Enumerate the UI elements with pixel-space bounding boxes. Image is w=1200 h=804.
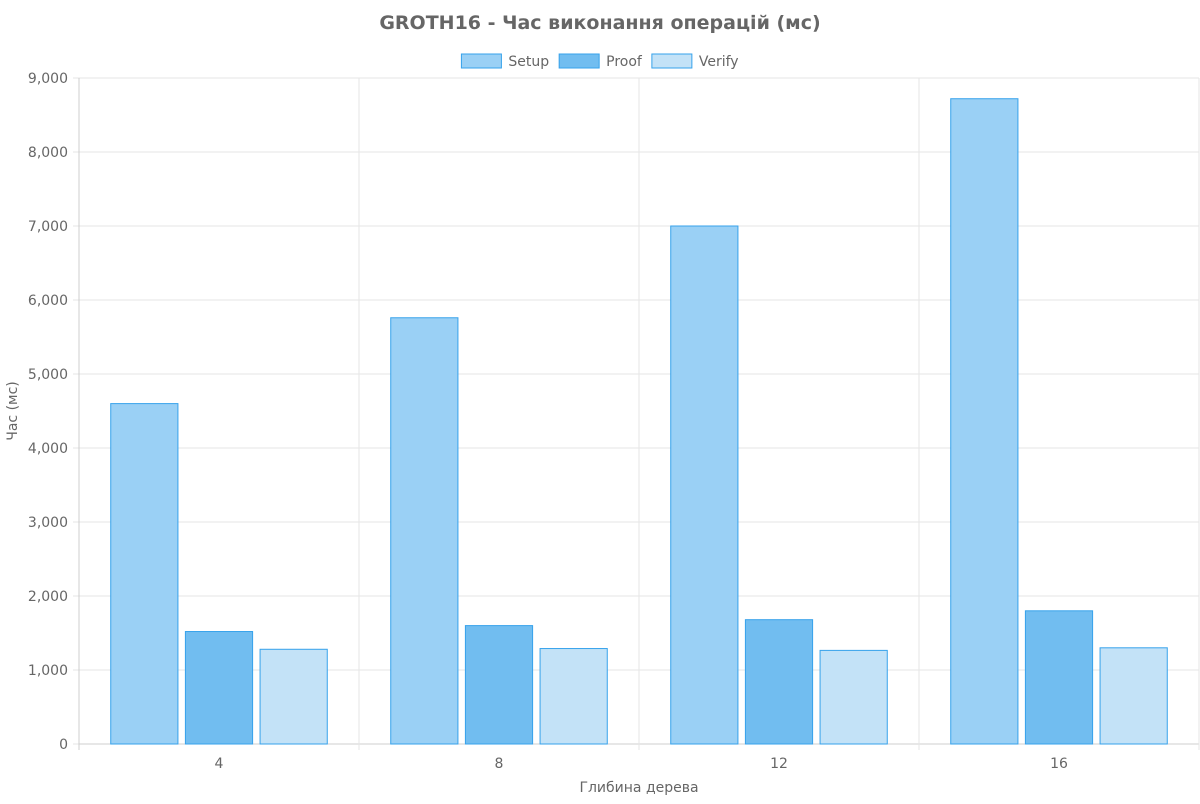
legend-item-verify[interactable]: Verify [651, 53, 739, 70]
chart-title: GROTH16 - Час виконання операцій (мс) [379, 12, 820, 34]
legend-swatch [558, 53, 600, 69]
legend-label: Verify [699, 54, 739, 70]
bar-setup-16[interactable] [950, 98, 1019, 745]
y-axis-ticks: 0 1,000 2,000 3,000 4,000 5,000 6,000 7,000 8,00… [28, 71, 68, 753]
x-axis-ticks: 4 8 12 16 [215, 756, 1068, 772]
y-tick-label: 7,000 [28, 219, 68, 235]
x-tick-label: 12 [770, 756, 788, 772]
y-tick-label: 2,000 [28, 589, 68, 605]
bar-verify-16[interactable] [1099, 647, 1168, 745]
y-tick-label: 1,000 [28, 663, 68, 679]
x-tick-label: 8 [495, 756, 504, 772]
legend-item-setup[interactable]: Setup [460, 53, 549, 70]
bar-proof-16[interactable] [1024, 610, 1094, 745]
legend-item-proof[interactable]: Proof [558, 53, 643, 70]
bar-proof-12[interactable] [744, 619, 814, 745]
legend-swatch [651, 53, 693, 69]
bar-setup-12[interactable] [670, 225, 739, 745]
x-tick-label: 16 [1050, 756, 1068, 772]
bar-proof-4[interactable] [184, 631, 254, 745]
bar-setup-8[interactable] [390, 317, 459, 745]
bar-verify-4[interactable] [259, 648, 328, 745]
y-tick-label: 4,000 [28, 441, 68, 457]
y-tick-label: 5,000 [28, 367, 68, 383]
y-tick-label: 0 [59, 737, 68, 753]
y-tick-label: 3,000 [28, 515, 68, 531]
x-axis-title: Глибина дерева [579, 780, 698, 796]
bar-setup-4[interactable] [110, 403, 179, 745]
bar-proof-8[interactable] [464, 625, 534, 745]
bar-verify-12[interactable] [819, 649, 888, 745]
y-axis-title: Час (мс) [5, 381, 21, 441]
y-tick-label: 6,000 [28, 293, 68, 309]
bar-verify-8[interactable] [539, 648, 608, 745]
x-tick-label: 4 [215, 756, 224, 772]
legend: Setup Proof Verify [460, 53, 739, 70]
y-tick-label: 9,000 [28, 71, 68, 87]
legend-label: Proof [606, 54, 643, 70]
y-tick-label: 8,000 [28, 145, 68, 161]
bars [110, 98, 1168, 745]
legend-swatch [460, 53, 502, 69]
legend-label: Setup [508, 54, 549, 70]
